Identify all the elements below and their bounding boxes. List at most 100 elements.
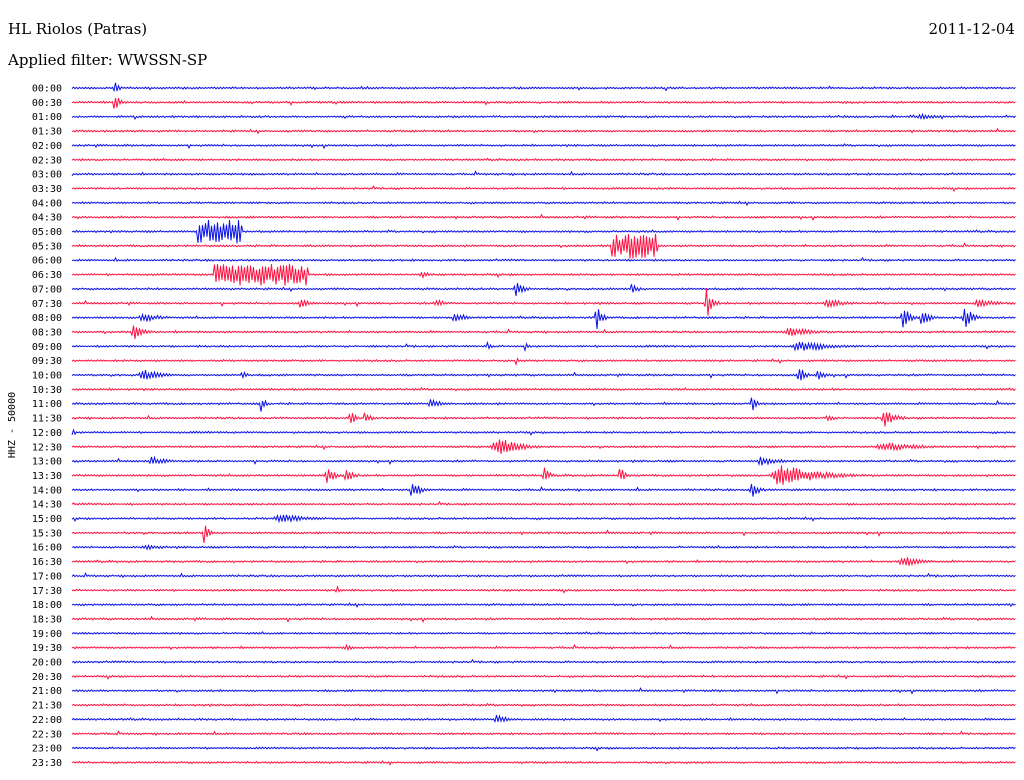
trace-line [71, 674, 1016, 680]
hour-label: 03:00 [32, 170, 62, 181]
hour-label: 13:00 [32, 457, 62, 468]
hour-label: 02:00 [32, 141, 62, 152]
hour-label: 10:00 [32, 371, 62, 382]
hour-label: 07:30 [32, 299, 62, 310]
hour-label: 08:00 [32, 313, 62, 324]
filter-label: Applied filter: WWSSN-SP [8, 51, 208, 69]
trace-line [71, 263, 1016, 286]
hour-label: 20:30 [32, 672, 62, 683]
trace-line [71, 513, 1016, 524]
trace-line [71, 185, 1016, 193]
trace-group [71, 82, 1016, 766]
hour-label-group: 00:00 00:30 01:00 01:30 02:00 02:30 03:00 03:30… [32, 84, 62, 769]
trace-line [71, 658, 1016, 664]
hour-label: 06:00 [32, 256, 62, 267]
hour-label: 18:00 [32, 600, 62, 611]
hour-label: 00:00 [32, 84, 62, 95]
hour-label: 14:00 [32, 485, 62, 496]
hour-label: 15:30 [32, 528, 62, 539]
hour-label: 16:00 [32, 543, 62, 554]
channel-label: HHZ - 50000 [7, 392, 18, 458]
trace-line [71, 465, 1016, 485]
trace-line [71, 288, 1016, 316]
trace-line [71, 702, 1016, 708]
hour-label: 23:30 [32, 758, 62, 769]
hour-label: 17:00 [32, 571, 62, 582]
hour-label: 22:00 [32, 715, 62, 726]
hour-label: 19:30 [32, 643, 62, 654]
trace-line [71, 439, 1016, 455]
trace-line [71, 325, 1016, 340]
trace-line [71, 82, 1016, 93]
hour-label: 00:30 [32, 98, 62, 109]
trace-line [71, 687, 1016, 695]
trace-line [71, 615, 1016, 623]
trace-line [71, 525, 1016, 544]
trace-line [71, 200, 1016, 207]
trace-line [71, 544, 1016, 551]
trace-line [71, 500, 1016, 506]
trace-line [71, 572, 1016, 579]
hour-label: 05:00 [32, 227, 62, 238]
trace-line [71, 387, 1016, 392]
hour-label: 21:00 [32, 686, 62, 697]
trace-line [71, 714, 1016, 723]
hour-label: 11:30 [32, 414, 62, 425]
hour-label: 01:00 [32, 112, 62, 123]
trace-line [71, 340, 1016, 353]
trace-line [71, 170, 1016, 177]
hour-label: 12:30 [32, 442, 62, 453]
trace-line [71, 455, 1016, 466]
hour-label: 10:30 [32, 385, 62, 396]
plot-date: 2011-12-04 [928, 20, 1015, 38]
hour-label: 04:00 [32, 198, 62, 209]
hour-label: 14:30 [32, 500, 62, 511]
trace-line [71, 643, 1016, 652]
station-title: HL Riolos (Patras) [8, 20, 148, 38]
trace-line [71, 602, 1016, 608]
trace-line [71, 157, 1016, 162]
hour-label: 01:30 [32, 127, 62, 138]
hour-label: 09:00 [32, 342, 62, 353]
trace-line [71, 127, 1016, 135]
trace-line [71, 631, 1016, 636]
trace-line [71, 557, 1016, 567]
hour-label: 04:30 [32, 213, 62, 224]
hour-label: 11:00 [32, 399, 62, 410]
hour-label: 02:30 [32, 155, 62, 166]
hour-label: 22:30 [32, 729, 62, 740]
trace-line [71, 369, 1016, 381]
trace-line [71, 97, 1016, 109]
trace-line [71, 256, 1016, 263]
trace-line [71, 219, 1016, 244]
trace-line [71, 397, 1016, 412]
trace-line [71, 484, 1016, 497]
hour-label: 13:30 [32, 471, 62, 482]
trace-line [71, 283, 1016, 296]
trace-line [71, 760, 1016, 766]
trace-line [71, 357, 1016, 366]
trace-line [71, 585, 1016, 594]
hour-label: 07:00 [32, 284, 62, 295]
hour-label: 05:30 [32, 241, 62, 252]
trace-line [71, 412, 1016, 427]
trace-line [71, 308, 1016, 329]
hour-label: 20:00 [32, 658, 62, 669]
hour-label: 12:00 [32, 428, 62, 439]
hour-label: 18:30 [32, 614, 62, 625]
hour-label: 19:00 [32, 629, 62, 640]
trace-line [71, 746, 1016, 752]
hour-label: 21:30 [32, 701, 62, 712]
hour-label: 09:30 [32, 356, 62, 367]
hour-label: 17:30 [32, 586, 62, 597]
hour-label: 15:00 [32, 514, 62, 525]
trace-line [71, 112, 1016, 121]
hour-label: 08:30 [32, 327, 62, 338]
hour-label: 03:30 [32, 184, 62, 195]
trace-line [71, 213, 1016, 222]
hour-label: 16:30 [32, 557, 62, 568]
hour-label: 23:00 [32, 744, 62, 755]
trace-line [71, 730, 1016, 736]
trace-line [71, 143, 1016, 150]
